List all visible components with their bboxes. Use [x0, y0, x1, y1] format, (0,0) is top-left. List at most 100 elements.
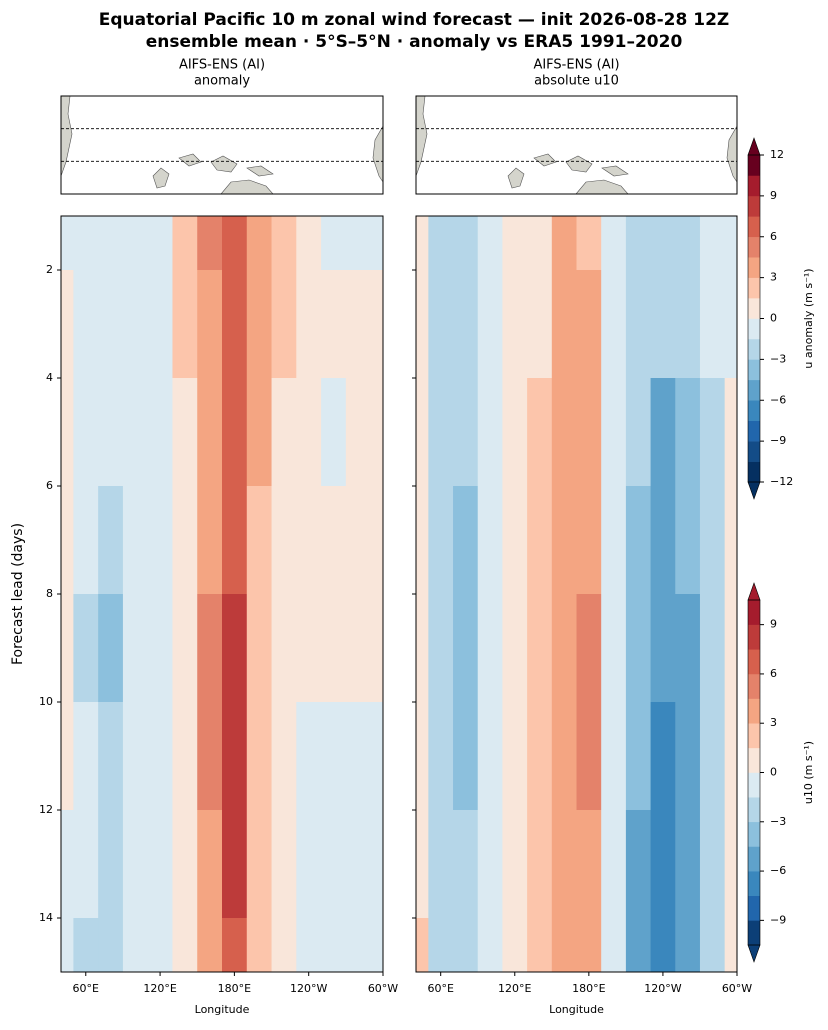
- cell: [321, 918, 347, 972]
- cell: [370, 918, 383, 972]
- cell: [172, 810, 198, 919]
- cell: [477, 918, 503, 972]
- panel-subtitle: anomaly: [194, 74, 250, 89]
- cell: [147, 216, 173, 271]
- cell: [502, 702, 528, 811]
- cell: [576, 378, 602, 487]
- cell: [576, 270, 602, 379]
- cell: [61, 702, 74, 811]
- cell: [122, 702, 149, 811]
- colorbar-band: [748, 236, 760, 258]
- colorbar-extend: [747, 481, 761, 500]
- cell: [345, 810, 372, 919]
- cell: [724, 486, 737, 595]
- cell: [321, 810, 347, 919]
- colorbar-band: [748, 298, 760, 319]
- cell: [416, 918, 429, 972]
- cell: [428, 594, 454, 703]
- x-tick-label: 120°W: [644, 982, 681, 995]
- cell: [576, 702, 602, 811]
- cell: [122, 594, 149, 703]
- cell: [73, 486, 99, 595]
- y-tick-label: 12: [39, 803, 53, 816]
- cell: [724, 810, 737, 919]
- cell: [98, 810, 124, 919]
- cell: [502, 216, 528, 271]
- cell: [172, 702, 198, 811]
- cell: [98, 486, 124, 595]
- cell: [625, 486, 652, 595]
- cell: [601, 702, 627, 811]
- colorbar-extend: [747, 944, 761, 963]
- cell: [527, 378, 553, 487]
- cell: [172, 594, 198, 703]
- cell: [345, 486, 372, 595]
- cell: [416, 594, 429, 703]
- colorbar-band: [748, 600, 760, 625]
- cell: [625, 378, 652, 487]
- cell: [61, 486, 74, 595]
- cell: [502, 486, 528, 595]
- cell: [197, 594, 223, 703]
- cell: [601, 378, 627, 487]
- cell: [345, 702, 372, 811]
- cell: [296, 378, 322, 487]
- cell: [724, 270, 737, 379]
- cell: [246, 216, 273, 271]
- y-tick-label: 2: [46, 263, 53, 276]
- panel-subtitle: absolute u10: [534, 74, 619, 89]
- cell: [73, 918, 99, 972]
- cell: [370, 378, 383, 487]
- cell: [271, 810, 297, 919]
- x-tick-label: 60°E: [73, 982, 99, 995]
- colorbar-tick-label: −9: [770, 434, 786, 447]
- cell: [576, 918, 602, 972]
- cell: [551, 918, 577, 972]
- cell: [147, 486, 173, 595]
- cell: [197, 918, 223, 972]
- cell: [122, 810, 149, 919]
- colorbar-tick-label: −12: [770, 475, 793, 488]
- cell: [675, 216, 701, 271]
- cell: [699, 810, 726, 919]
- cell: [416, 810, 429, 919]
- cell: [724, 702, 737, 811]
- field: [61, 216, 383, 972]
- cell: [625, 918, 652, 972]
- cell: [370, 486, 383, 595]
- cell: [477, 378, 503, 487]
- cell: [147, 810, 173, 919]
- y-tick-label: 8: [46, 587, 53, 600]
- colorbar-tick-label: 3: [770, 271, 777, 284]
- cell: [370, 594, 383, 703]
- cell: [197, 702, 223, 811]
- cell: [271, 378, 297, 487]
- colorbar-band: [748, 338, 760, 360]
- cell: [122, 270, 149, 379]
- cell: [147, 270, 173, 379]
- cell: [172, 378, 198, 487]
- cell: [477, 216, 503, 271]
- cell: [650, 216, 676, 271]
- cell: [271, 270, 297, 379]
- cell: [271, 216, 297, 271]
- cell: [699, 702, 726, 811]
- cell: [222, 702, 248, 811]
- cell: [675, 486, 701, 595]
- cell: [699, 486, 726, 595]
- cell: [477, 270, 503, 379]
- cell: [625, 216, 652, 271]
- x-tick-label: 60°W: [722, 982, 752, 995]
- y-axis-label: Forecast lead (days): [10, 523, 26, 665]
- cell: [271, 594, 297, 703]
- cell: [147, 594, 173, 703]
- cell: [321, 486, 347, 595]
- cell: [222, 918, 248, 972]
- cell: [370, 270, 383, 379]
- colorbar-tick-label: 9: [770, 189, 777, 202]
- cell: [724, 378, 737, 487]
- cell: [197, 378, 223, 487]
- x-tick-label: 120°E: [498, 982, 531, 995]
- cell: [61, 918, 74, 972]
- cell: [122, 378, 149, 487]
